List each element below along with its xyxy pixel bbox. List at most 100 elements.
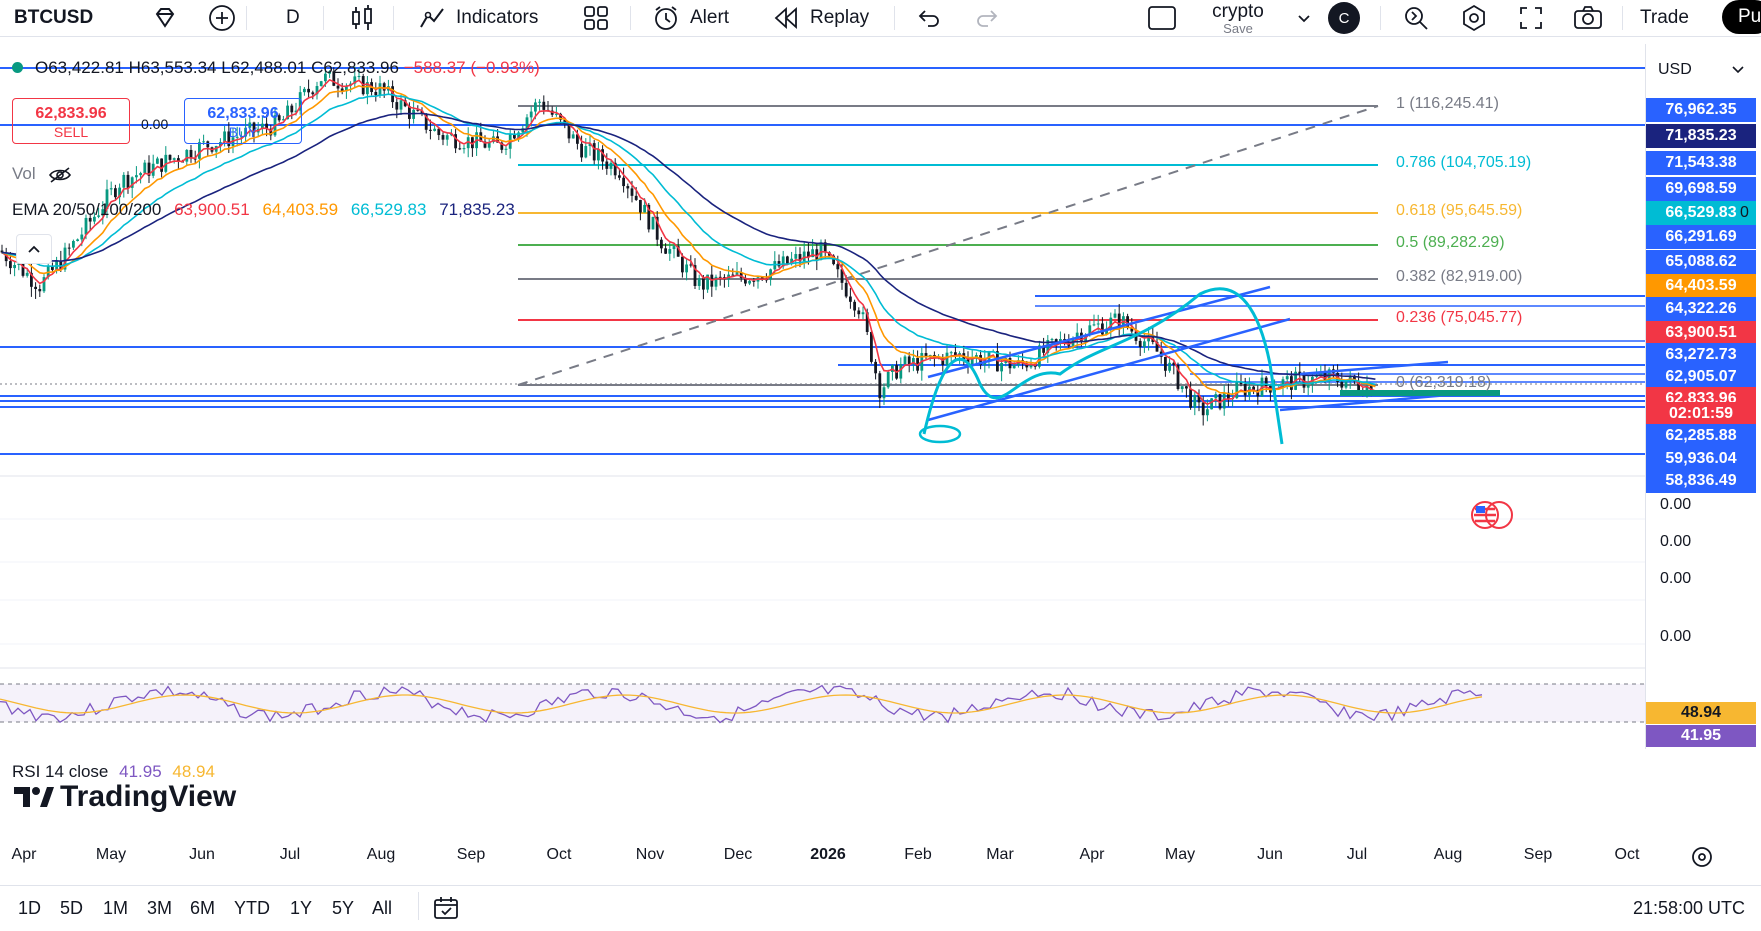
candle-body	[416, 109, 420, 111]
bottom-toolbar: 1D 5D 1M 3M 6M YTD 1Y 5Y All 21:58:00 UTC	[0, 885, 1761, 931]
add-symbol-icon[interactable]	[208, 0, 236, 36]
range-button-1d[interactable]: 1D	[18, 898, 42, 918]
clock[interactable]: 21:58:00 UTC	[1632, 898, 1745, 918]
price-scale-label[interactable]: 66,291.69	[1646, 225, 1756, 249]
price-scale-label[interactable]: 59,936.04	[1646, 447, 1756, 471]
candle-body	[30, 272, 33, 287]
sell-button[interactable]: 62,833.96 SELL	[12, 98, 130, 144]
redo-icon[interactable]	[974, 0, 1000, 36]
price-scale[interactable]: USD 76,962.35 71,835.23 71,543.38 69,698.59…	[1645, 44, 1761, 749]
publish-button[interactable]: Pu	[1722, 0, 1761, 34]
eye-off-icon[interactable]	[48, 166, 72, 184]
indicators-button[interactable]: Indicators	[418, 0, 538, 36]
replay-button[interactable]: Replay	[772, 0, 869, 36]
layout-name-button[interactable]: crypto Save	[1208, 0, 1268, 36]
candle-body	[706, 274, 709, 290]
trade-button[interactable]: Trade	[1640, 0, 1689, 36]
diamond-icon[interactable]	[152, 0, 178, 36]
candle-body	[1243, 383, 1247, 396]
candle-body	[84, 217, 88, 235]
candles-icon[interactable]	[349, 0, 375, 36]
goto-date-icon[interactable]	[1690, 845, 1714, 874]
rsi-scale-label[interactable]: 41.95	[1646, 725, 1756, 747]
candle-body	[1101, 323, 1104, 335]
chevron-down-icon	[1732, 66, 1744, 74]
price-scale-label[interactable]: 62,905.07	[1646, 365, 1756, 389]
undo-icon[interactable]	[916, 0, 942, 36]
rsi-line	[0, 684, 1483, 724]
candle-body	[748, 280, 751, 284]
candle-body	[72, 240, 75, 248]
symbol-search[interactable]: BTCUSD	[14, 0, 93, 36]
rsi-scale-label[interactable]: 48.94	[1646, 702, 1756, 724]
vol-label: Vol	[12, 164, 36, 183]
price-scale-label[interactable]: 66,529.83	[1646, 201, 1756, 225]
candle-body	[378, 83, 382, 96]
quick-search-icon[interactable]	[1402, 0, 1430, 36]
price-scale-label[interactable]: 58,836.49	[1646, 469, 1756, 493]
candle-body	[945, 352, 949, 365]
rsi-ma-value: 48.94	[172, 762, 215, 781]
buy-button[interactable]: 62,833.96 BUY	[184, 98, 302, 144]
candle-body	[1298, 371, 1302, 374]
interval-button[interactable]: D	[286, 0, 300, 36]
candle-body	[483, 141, 487, 148]
range-button-5y[interactable]: 5Y	[332, 898, 355, 918]
fullscreen-icon[interactable]	[1518, 0, 1544, 36]
candle-body	[206, 141, 210, 148]
price-scale-label[interactable]: 64,403.59	[1646, 274, 1756, 298]
price-scale-label[interactable]: 64,322.26	[1646, 297, 1756, 321]
date-range-icon[interactable]	[432, 894, 460, 927]
ema-legend[interactable]: EMA 20/50/100/200 63,900.51 64,403.59 66…	[12, 200, 515, 220]
alert-button[interactable]: Alert	[652, 0, 729, 36]
avatar[interactable]: C	[1328, 0, 1360, 36]
buy-price: 62,833.96	[207, 105, 279, 122]
candle-body	[525, 117, 529, 129]
candle-body	[424, 113, 428, 130]
candle-body	[156, 158, 159, 164]
candle-body	[1164, 356, 1167, 371]
price-scale-label[interactable]: 71,543.38	[1646, 151, 1756, 175]
price-scale-label[interactable]: 62,285.88	[1646, 424, 1756, 448]
range-button-ytd[interactable]: YTD	[234, 898, 270, 918]
currency-select[interactable]: USD	[1646, 54, 1756, 86]
time-axis[interactable]: Apr May Jun Jul Aug Sep Oct Nov Dec 2026 Feb Mar Apr…	[0, 840, 1645, 870]
vol-legend[interactable]: Vol	[12, 164, 72, 184]
range-button-1m[interactable]: 1M	[103, 898, 129, 918]
price-scale-label[interactable]: 69,698.59	[1646, 177, 1756, 201]
price-scale-label[interactable]: 02:01:59	[1646, 402, 1756, 426]
us-flag-icon[interactable]	[1470, 500, 1514, 535]
camera-icon[interactable]	[1573, 0, 1603, 36]
range-button-all[interactable]: All	[372, 898, 393, 918]
ema100-value: 66,529.83	[350, 200, 427, 219]
rsi-legend[interactable]: RSI 14 close 41.95 48.94	[12, 762, 215, 782]
candle-body	[542, 101, 546, 110]
tradingview-watermark[interactable]: TradingView	[14, 780, 236, 814]
candle-body	[324, 73, 327, 82]
chevron-down-icon[interactable]	[1296, 0, 1312, 36]
price-scale-label[interactable]: 63,272.73	[1646, 343, 1756, 367]
candle-body	[1344, 381, 1348, 388]
range-button-3m[interactable]: 3M	[147, 898, 173, 918]
candle-body	[622, 177, 625, 187]
volume-scale-label: 0.00	[1660, 570, 1692, 587]
price-chart[interactable]	[0, 44, 1645, 884]
candle-body	[660, 239, 663, 249]
layout-select-icon[interactable]	[1147, 0, 1177, 36]
candle-body	[67, 247, 71, 249]
layout-name: crypto	[1212, 0, 1264, 22]
range-button-5d[interactable]: 5D	[60, 898, 84, 918]
collapse-legend-button[interactable]	[16, 234, 52, 264]
range-button-6m[interactable]: 6M	[190, 898, 216, 918]
price-scale-label[interactable]: 63,900.51	[1646, 321, 1756, 345]
price-scale-label[interactable]: 65,088.62	[1646, 250, 1756, 274]
settings-icon[interactable]	[1460, 0, 1488, 36]
price-scale-label[interactable]: 76,962.35	[1646, 98, 1756, 122]
time-tick-label: Oct	[546, 846, 572, 863]
time-tick-label: Jul	[1346, 846, 1368, 863]
candle-body	[1000, 362, 1003, 372]
range-button-1y[interactable]: 1Y	[290, 898, 313, 918]
templates-icon[interactable]	[582, 0, 610, 36]
price-scale-label[interactable]: 71,835.23	[1646, 124, 1756, 148]
trend-channel-line	[1299, 360, 1449, 376]
